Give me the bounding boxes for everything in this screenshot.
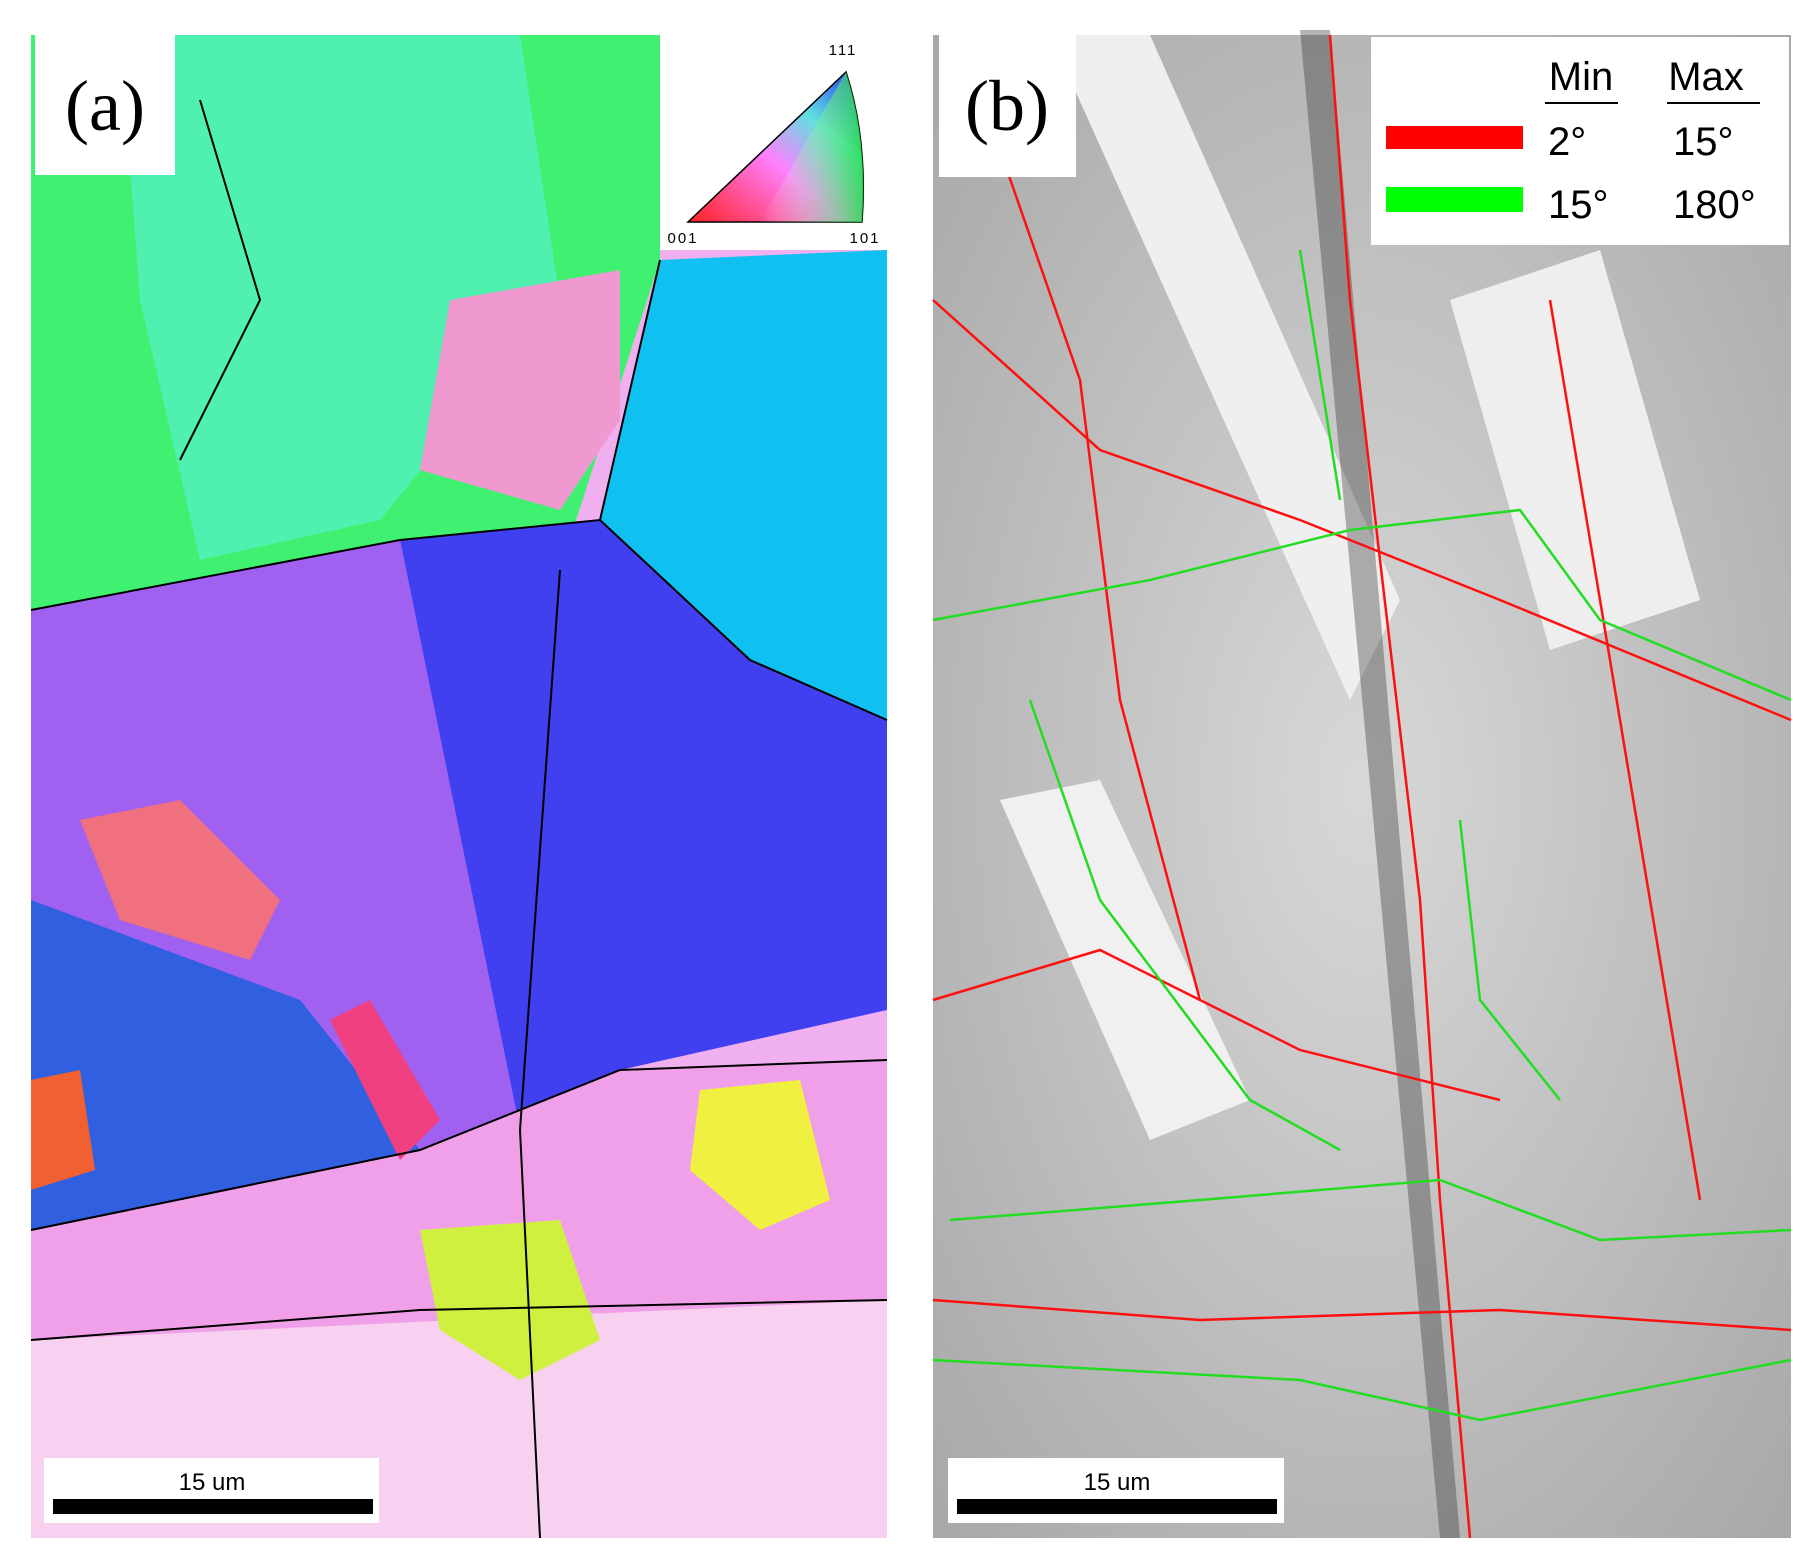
legend-header: Min: [1549, 55, 1613, 99]
ipf-label: 111: [829, 42, 858, 59]
boundary-low: [1548, 299, 1702, 1201]
boundary-high: [932, 1358, 1792, 1422]
map-background: [933, 35, 1791, 1538]
band: [1300, 30, 1460, 1538]
grain: [420, 270, 620, 510]
boundary-low: [932, 1298, 1792, 1332]
grain-boundary: [179, 99, 262, 461]
boundary-high: [1458, 819, 1561, 1101]
boundary-high: [932, 508, 1792, 702]
legend-min: 2°: [1548, 120, 1586, 164]
grain-boundary: [30, 1299, 888, 1341]
boundary-high: [949, 1178, 1792, 1242]
grain-boundary: [30, 1059, 888, 1231]
scale-bar: [53, 1499, 373, 1514]
boundary-low: [932, 948, 1501, 1102]
grain: [420, 1220, 600, 1380]
panel-a: (a) 111 001 101 15 um: [30, 35, 888, 1539]
boundary-low: [1328, 34, 1472, 1539]
label-box: [35, 35, 175, 175]
boundary-low: [932, 299, 1792, 722]
grain: [31, 900, 420, 1240]
boundary-low: [998, 149, 1202, 1001]
grain-boundary: [599, 259, 661, 521]
legend-header: Max: [1668, 55, 1744, 99]
grain: [31, 1070, 95, 1190]
panel-label: (a): [65, 66, 145, 146]
band: [1050, 35, 1400, 700]
grain: [690, 1080, 830, 1230]
legend-swatch: [1386, 187, 1523, 212]
grain: [400, 520, 887, 1130]
panel-b: (b) Min Max 2° 15° 15° 180° 15 um: [932, 30, 1792, 1539]
legend-min: 15°: [1548, 183, 1609, 227]
ipf-triangle-shade: [760, 72, 864, 222]
scale-bar-text: 15 um: [179, 1469, 246, 1496]
scale-bar-text: 15 um: [1084, 1469, 1151, 1496]
grain-boundary: [518, 569, 561, 1539]
legend-swatch: [1386, 126, 1523, 149]
label-box: [939, 35, 1076, 177]
ipf-label: 101: [849, 230, 880, 247]
grain: [80, 800, 280, 960]
legend-max: 15°: [1673, 120, 1734, 164]
boundary-high: [1028, 699, 1341, 1152]
band: [1000, 780, 1250, 1140]
boundary-high: [1298, 249, 1342, 501]
legend-max: 180°: [1673, 183, 1756, 227]
grain: [330, 1000, 440, 1160]
grain: [600, 250, 887, 720]
scale-bar: [957, 1499, 1277, 1514]
ipf-label: 001: [667, 230, 698, 247]
panel-label: (b): [965, 66, 1049, 146]
